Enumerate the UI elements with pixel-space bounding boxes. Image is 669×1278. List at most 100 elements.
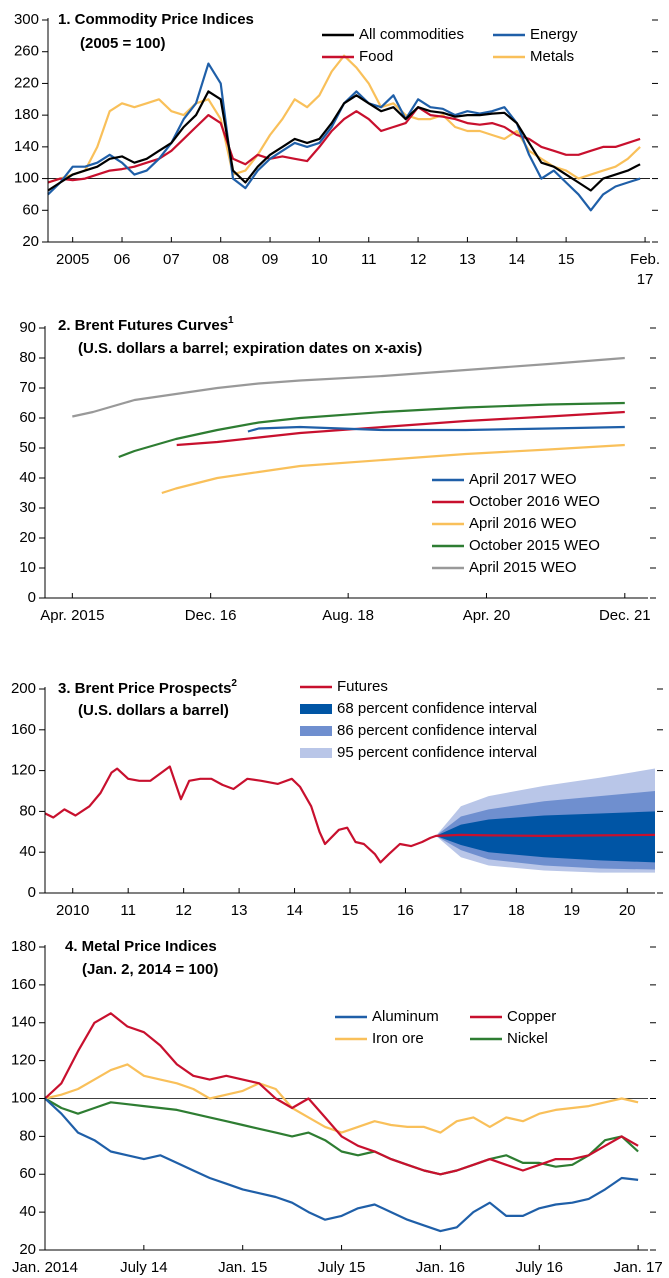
y-tick-label: 100 <box>11 1089 36 1106</box>
legend-label: April 2015 WEO <box>469 559 577 576</box>
legend-swatch <box>300 726 332 736</box>
x-tick-label: 08 <box>212 251 229 268</box>
x-tick-label: 12 <box>175 902 192 919</box>
panel-subtitle: (Jan. 2, 2014 = 100) <box>82 961 218 978</box>
y-tick-label: 200 <box>11 680 36 697</box>
legend-swatch <box>300 748 332 758</box>
y-tick-label: 160 <box>11 976 36 993</box>
series-line <box>44 765 656 864</box>
y-tick-label: 160 <box>11 721 36 738</box>
series-line <box>47 106 641 184</box>
y-tick-label: 220 <box>14 74 39 91</box>
x-tick-label: 09 <box>262 251 279 268</box>
y-tick-label: 90 <box>19 319 36 336</box>
x-tick-label: 15 <box>342 902 359 919</box>
x-tick-label: 15 <box>558 251 575 268</box>
legend-label: Futures <box>337 678 388 695</box>
series-line <box>72 356 625 418</box>
x-tick-label: Apr. 20 <box>463 607 511 624</box>
x-tick-label: 2010 <box>56 902 89 919</box>
series-line <box>47 90 641 192</box>
panel-title: 1. Commodity Price Indices <box>58 11 254 28</box>
title-text: 4. Metal Price Indices <box>65 938 217 955</box>
y-tick-label: 180 <box>11 938 36 955</box>
y-tick-label: 20 <box>19 529 36 546</box>
y-tick-label: 80 <box>19 349 36 366</box>
legend-label: October 2015 WEO <box>469 537 600 554</box>
y-tick-label: 140 <box>14 138 39 155</box>
x-tick-label: 11 <box>361 251 377 268</box>
y-tick-label: 100 <box>14 170 39 187</box>
legend-label: All commodities <box>359 26 464 43</box>
series-line <box>47 54 641 184</box>
y-tick-label: 40 <box>19 1203 36 1220</box>
y-tick-label: 300 <box>14 11 39 28</box>
x-tick-label: 07 <box>163 251 180 268</box>
legend-label: Metals <box>530 48 574 65</box>
x-tick-label-line: Feb. <box>630 251 660 268</box>
x-tick-label: 10 <box>311 251 328 268</box>
x-tick-label: 11 <box>120 902 136 919</box>
y-tick-label: 20 <box>22 233 39 250</box>
y-tick-label: 60 <box>22 201 39 218</box>
y-tick-label: 10 <box>19 559 36 576</box>
series-line <box>44 1012 639 1176</box>
panel-title: 4. Metal Price Indices <box>65 938 217 955</box>
series-line <box>44 1097 639 1233</box>
x-tick-label: Jan. 17 <box>614 1259 663 1276</box>
series-line <box>47 62 641 212</box>
legend-label: April 2017 WEO <box>469 471 577 488</box>
x-tick-label: 14 <box>286 902 303 919</box>
x-tick-label: July 15 <box>318 1259 366 1276</box>
x-tick-label-line: 17 <box>637 271 654 288</box>
title-superscript: 1 <box>228 315 234 326</box>
x-tick-label: 19 <box>563 902 580 919</box>
x-tick-label: 14 <box>508 251 525 268</box>
x-tick-label: Aug. 18 <box>322 607 374 624</box>
panel: 3. Brent Price Prospects2 (U.S. dollars a… <box>11 678 663 919</box>
legend-label: 68 percent confidence interval <box>337 700 537 717</box>
legend-label: October 2016 WEO <box>469 493 600 510</box>
legend-label: 86 percent confidence interval <box>337 722 537 739</box>
x-tick-label: 18 <box>508 902 525 919</box>
y-tick-label: 180 <box>14 106 39 123</box>
legend-label: Iron ore <box>372 1030 424 1047</box>
y-tick-label: 60 <box>19 409 36 426</box>
x-tick-label: 16 <box>397 902 414 919</box>
panel-subtitle: (U.S. dollars a barrel; expiration dates… <box>78 340 422 357</box>
y-tick-label: 40 <box>19 843 36 860</box>
x-tick-label: 12 <box>410 251 427 268</box>
y-tick-label: 120 <box>11 762 36 779</box>
y-tick-label: 120 <box>11 1052 36 1069</box>
series-line <box>44 1097 639 1176</box>
legend-label: Nickel <box>507 1030 548 1047</box>
panel: 1. Commodity Price Indices (2005 = 100) 20… <box>14 11 660 288</box>
y-tick-label: 30 <box>19 499 36 516</box>
title-text: 1. Commodity Price Indices <box>58 11 254 28</box>
y-tick-label: 0 <box>28 589 36 606</box>
y-tick-label: 140 <box>11 1014 36 1031</box>
y-tick-label: 70 <box>19 379 36 396</box>
x-tick-label: July 16 <box>515 1259 563 1276</box>
legend-label: April 2016 WEO <box>469 515 577 532</box>
x-tick-label: 13 <box>459 251 476 268</box>
x-tick-label: 20 <box>619 902 636 919</box>
panel-title: 2. Brent Futures Curves1 <box>58 315 234 334</box>
panel-title: 3. Brent Price Prospects2 <box>58 678 237 697</box>
series-line <box>118 401 625 459</box>
y-tick-label: 0 <box>28 884 36 901</box>
y-tick-label: 20 <box>19 1241 36 1258</box>
y-tick-label: 50 <box>19 439 36 456</box>
y-tick-label: 60 <box>19 1165 36 1182</box>
x-tick-label: Jan. 2014 <box>12 1259 78 1276</box>
legend-label: Food <box>359 48 393 65</box>
panel: 2. Brent Futures Curves1 (U.S. dollars a … <box>19 315 656 624</box>
series-line <box>176 410 625 447</box>
y-tick-label: 80 <box>19 802 36 819</box>
x-tick-label: Jan. 16 <box>416 1259 465 1276</box>
legend-label: Copper <box>507 1008 556 1025</box>
x-tick-label: 06 <box>114 251 131 268</box>
x-tick-label: Apr. 2015 <box>40 607 104 624</box>
legend-label: Energy <box>530 26 578 43</box>
legend-label: Aluminum <box>372 1008 439 1025</box>
